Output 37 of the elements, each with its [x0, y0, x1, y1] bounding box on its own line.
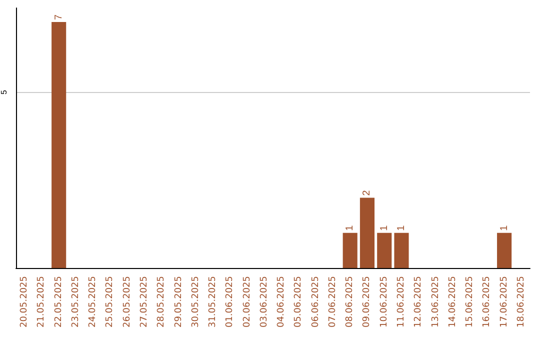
x-tick-label: 08.06.2025: [345, 276, 356, 328]
x-tick-label: 05.06.2025: [294, 276, 304, 328]
x-tick-label: 22.05.2025: [54, 276, 64, 328]
x-tick-label: 20.05.2025: [20, 276, 30, 328]
x-tick-label: 26.05.2025: [122, 276, 132, 328]
x-tick-label: 13.06.2025: [430, 276, 441, 328]
data-label: 1: [378, 224, 390, 231]
x-tick-label: 02.06.2025: [242, 276, 252, 328]
x-tick-label: 16.06.2025: [482, 276, 492, 328]
data-label: 1: [498, 224, 510, 231]
x-tick-label: 11.06.2025: [396, 276, 406, 328]
x-tick-label: 03.06.2025: [259, 276, 270, 328]
x-tick-label: 24.05.2025: [88, 276, 98, 328]
x-tick-label: 18.06.2025: [516, 276, 526, 328]
x-tick-label: 12.06.2025: [414, 276, 424, 328]
x-tick-label: 23.05.2025: [70, 276, 81, 328]
x-tick-label: 30.05.2025: [190, 276, 201, 328]
x-tick-label: 28.05.2025: [156, 276, 167, 328]
x-tick-label: 09.06.2025: [362, 276, 372, 328]
x-tick-label: 25.05.2025: [105, 276, 116, 328]
x-tick-label: 15.06.2025: [465, 276, 476, 328]
x-tick-label: 10.06.2025: [379, 276, 390, 328]
x-tick-label: 01.06.2025: [225, 276, 236, 328]
x-tick-label: 14.06.2025: [448, 276, 458, 328]
x-tick-label: 07.06.2025: [328, 276, 338, 328]
y-tick-label: 5: [0, 90, 8, 95]
x-tick-label: 06.06.2025: [310, 276, 321, 328]
data-label: 1: [344, 224, 356, 231]
x-tick-label: 29.05.2025: [174, 276, 184, 328]
data-label: 1: [396, 224, 407, 231]
x-tick-label: 31.05.2025: [208, 276, 218, 328]
data-label: 2: [362, 190, 373, 196]
data-label: 7: [53, 14, 64, 20]
x-tick-label: 04.06.2025: [276, 276, 287, 328]
x-tick-label: 21.05.2025: [36, 276, 47, 328]
x-tick-label: 27.05.2025: [140, 276, 150, 328]
x-tick-label: 17.06.2025: [499, 276, 510, 328]
